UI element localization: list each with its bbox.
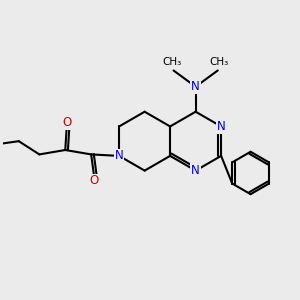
Text: CH₃: CH₃	[163, 57, 182, 67]
Text: N: N	[191, 80, 200, 93]
Text: O: O	[89, 174, 99, 188]
Text: N: N	[191, 164, 200, 177]
Text: N: N	[115, 149, 124, 162]
Text: CH₃: CH₃	[210, 57, 229, 67]
Text: N: N	[217, 120, 226, 133]
Text: O: O	[62, 116, 71, 129]
